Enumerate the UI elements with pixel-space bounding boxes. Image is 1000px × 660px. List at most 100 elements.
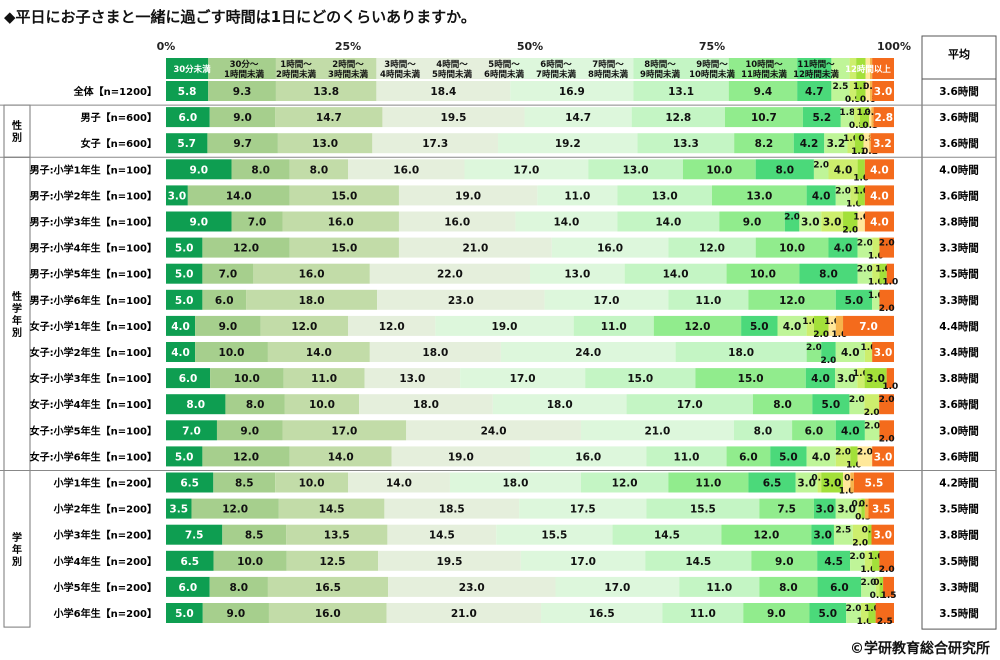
data-label: 1.3 — [857, 108, 873, 118]
data-label: 1.0 — [868, 552, 884, 562]
bar-segment — [166, 524, 223, 545]
data-label: 1.0 — [853, 186, 869, 196]
bar-segment — [821, 342, 836, 362]
bar-segment — [817, 576, 862, 597]
data-label: 7.0 — [859, 321, 878, 333]
data-label: 1.0 — [853, 173, 869, 183]
data-label: 16.0 — [444, 217, 470, 229]
data-label: 6.5 — [180, 478, 199, 490]
bar-segment — [847, 133, 855, 154]
bar-segment — [364, 368, 461, 389]
bar-segment — [166, 315, 196, 336]
bar-segment — [398, 185, 538, 206]
row-label: 小学4年生【n=200】 — [53, 555, 157, 568]
bar-segment — [166, 420, 217, 441]
legend-swatch — [856, 58, 866, 79]
bar-segment — [166, 263, 203, 284]
data-label: 0.5 — [855, 513, 871, 523]
x-tick-label: 50% — [517, 40, 543, 53]
bar-segment — [282, 211, 399, 232]
data-label: 10.0 — [706, 164, 732, 176]
data-label: 4.0 — [834, 164, 853, 176]
row-average: 3.6時間 — [939, 85, 979, 98]
row-label: 男子:小学2年生【n=100】 — [30, 189, 157, 202]
bar-segment — [824, 133, 848, 154]
bar-segment — [872, 237, 880, 258]
bar-segment — [867, 524, 872, 545]
row-label: 女子:小学5年生【n=100】 — [30, 424, 157, 437]
bar-segment — [498, 133, 638, 154]
data-label: 3.0 — [874, 347, 893, 359]
data-label: 8.5 — [245, 530, 264, 542]
data-label: 13.0 — [623, 164, 649, 176]
data-label: 17.0 — [570, 556, 596, 568]
row-label: 小学2年生【n=200】 — [53, 503, 157, 516]
bar-segment — [835, 368, 858, 389]
data-label: 3.5 — [872, 504, 891, 516]
data-label: 8.0 — [754, 425, 773, 437]
bar-segment — [646, 498, 760, 519]
data-label: 17.0 — [677, 399, 703, 411]
bar-segment — [500, 342, 676, 362]
bar-segment — [828, 159, 858, 180]
bar-segment — [520, 550, 646, 571]
legend-label: 3時間～ — [384, 59, 416, 70]
bar-segment — [166, 472, 214, 493]
bar-segment — [348, 159, 465, 180]
data-label: 0.6 — [860, 95, 876, 105]
bar-segment — [856, 81, 866, 101]
data-label: 10.0 — [219, 347, 245, 359]
group-label: 別 — [11, 555, 22, 568]
data-label: 10.0 — [779, 243, 805, 255]
data-label: 14.7 — [316, 112, 342, 124]
data-label: 1.0 — [860, 565, 876, 575]
bar-segment — [871, 107, 874, 128]
data-label: 18.0 — [422, 347, 448, 359]
bar-segment — [209, 576, 268, 597]
bar-segment — [267, 576, 389, 597]
bar-segment — [289, 446, 392, 467]
data-label: 3.0 — [801, 217, 820, 229]
bar-segment — [748, 289, 836, 310]
data-label: 4.0 — [870, 217, 889, 229]
bar-segment — [853, 107, 860, 128]
data-label: 5.0 — [175, 243, 194, 255]
data-label: 16.0 — [575, 451, 601, 463]
data-label: 24.0 — [575, 347, 601, 359]
data-label: 4.0 — [171, 321, 190, 333]
bar-segment — [799, 211, 822, 232]
bar-segment — [519, 498, 647, 519]
data-label: 2.8 — [874, 112, 893, 124]
bar-segment — [850, 185, 858, 206]
bar-segment — [864, 498, 869, 519]
bar-segment — [835, 420, 865, 441]
bar-segment — [225, 394, 285, 415]
bar-segment — [679, 576, 760, 597]
data-label: 2.0 — [879, 565, 895, 575]
data-label: 17.0 — [513, 164, 539, 176]
data-label: 15.0 — [627, 373, 653, 385]
data-label: 2.0 — [864, 421, 880, 431]
data-label: 3.0 — [874, 451, 893, 463]
data-label: 8.0 — [246, 399, 265, 411]
bar-segment — [166, 368, 211, 389]
bar-segment — [496, 524, 613, 545]
bar-segment — [166, 289, 203, 310]
legend-swatch — [865, 58, 870, 79]
data-label: 14.0 — [306, 347, 332, 359]
data-label: 0.3 — [863, 82, 879, 92]
data-label: 3.0 — [816, 504, 835, 516]
data-label: 11.0 — [695, 295, 721, 307]
data-label: 2.5 — [833, 82, 849, 92]
legend-label: 9時間未満 — [640, 69, 680, 80]
row-average: 3.6時間 — [939, 189, 979, 202]
legend-swatch — [208, 58, 276, 79]
bar-segment — [277, 133, 373, 154]
data-label: 0.2 — [862, 147, 878, 157]
data-label: 9.3 — [233, 86, 252, 98]
data-label: 5.8 — [178, 86, 197, 98]
bar-segment — [864, 420, 880, 441]
data-label: 0.5 — [870, 591, 886, 601]
data-label: 18.0 — [502, 478, 528, 490]
data-label: 1.5 — [881, 591, 897, 601]
